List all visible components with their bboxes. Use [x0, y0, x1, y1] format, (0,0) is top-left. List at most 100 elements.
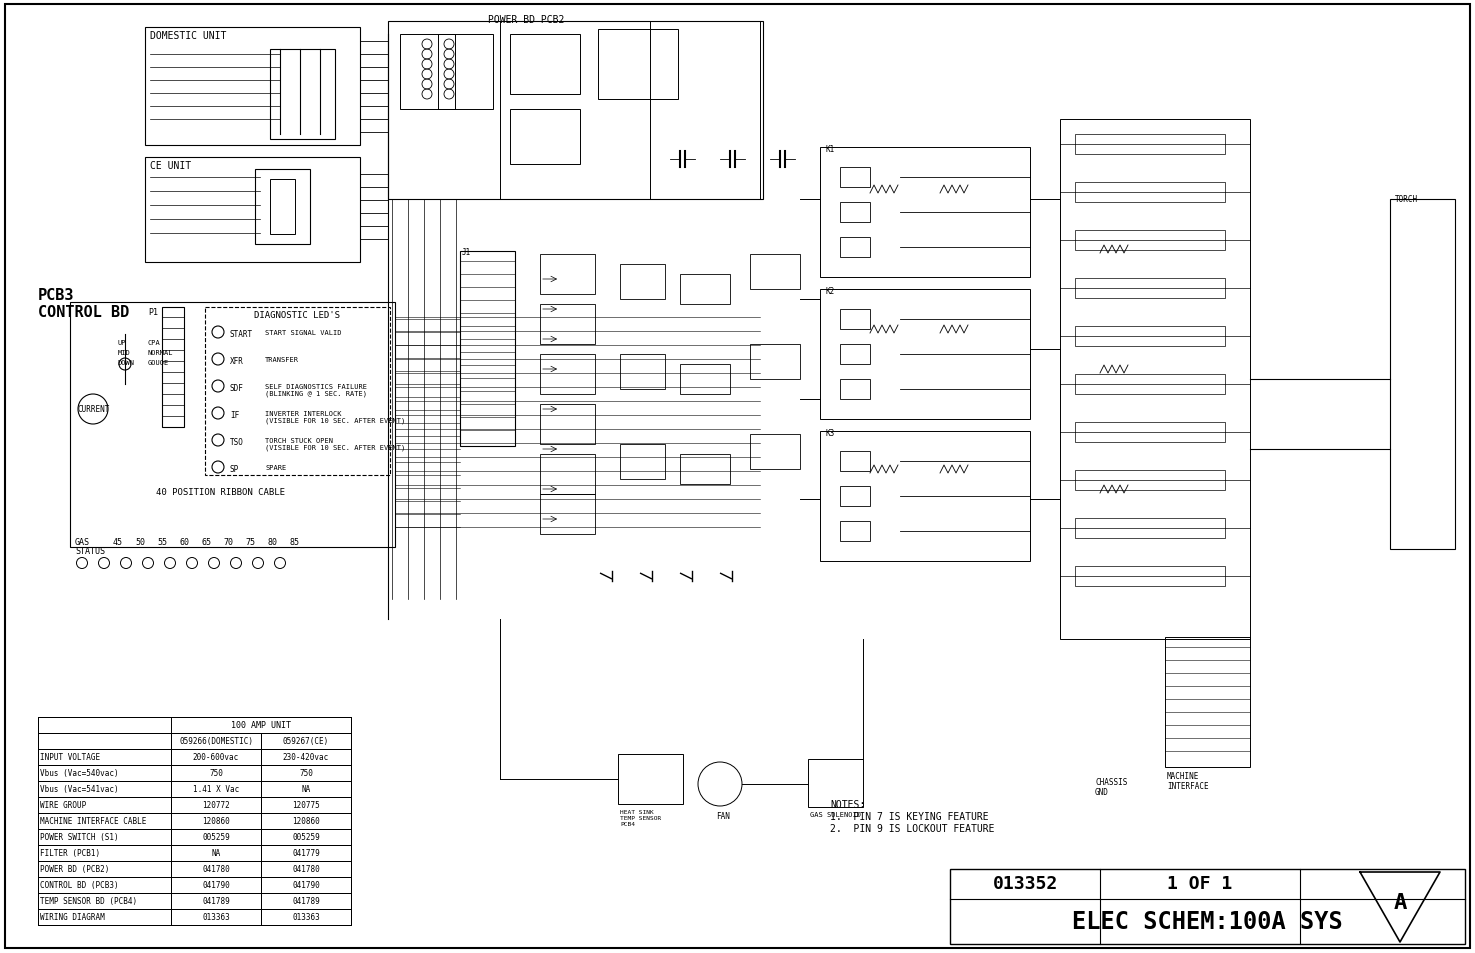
Text: INVERTER INTERLOCK
(VISIBLE FOR 10 SEC. AFTER EVENT): INVERTER INTERLOCK (VISIBLE FOR 10 SEC. … — [266, 411, 406, 424]
Bar — [270, 50, 335, 140]
Bar — [1075, 375, 1226, 395]
Text: 013363: 013363 — [202, 912, 230, 921]
Bar — [261, 781, 351, 797]
Text: TSO: TSO — [230, 437, 243, 447]
Bar — [597, 30, 678, 100]
Text: POWER BD (PCB2): POWER BD (PCB2) — [40, 864, 109, 873]
Text: 75: 75 — [245, 537, 255, 546]
Bar — [820, 432, 1030, 561]
Text: 041790: 041790 — [202, 880, 230, 889]
Bar — [1075, 471, 1226, 491]
Bar — [171, 749, 261, 765]
Bar — [1165, 638, 1249, 767]
Text: 041780: 041780 — [202, 864, 230, 873]
Bar — [270, 180, 295, 234]
Bar — [171, 829, 261, 845]
Bar — [261, 797, 351, 813]
Text: 750: 750 — [299, 768, 313, 778]
Bar — [839, 168, 870, 188]
Bar — [808, 760, 863, 807]
Bar — [205, 308, 389, 476]
Bar — [1061, 120, 1249, 639]
Text: MID: MID — [118, 350, 131, 355]
Bar — [171, 797, 261, 813]
Bar — [1075, 183, 1226, 203]
Text: CURRENT: CURRENT — [78, 405, 111, 414]
Bar — [171, 781, 261, 797]
Bar — [38, 813, 171, 829]
Text: START SIGNAL VALID: START SIGNAL VALID — [266, 330, 342, 335]
Bar — [1075, 566, 1226, 586]
Text: INPUT VOLTAGE: INPUT VOLTAGE — [40, 752, 100, 761]
Bar — [261, 765, 351, 781]
Bar — [38, 893, 171, 909]
Text: POWER SWITCH (S1): POWER SWITCH (S1) — [40, 832, 118, 841]
Bar — [540, 495, 594, 535]
Bar — [38, 845, 171, 862]
Bar — [261, 749, 351, 765]
Bar — [171, 718, 351, 733]
Bar — [38, 797, 171, 813]
Bar — [261, 877, 351, 893]
Bar — [540, 455, 594, 495]
Bar — [171, 877, 261, 893]
Text: NA: NA — [211, 848, 221, 857]
Text: MACHINE INTERFACE CABLE: MACHINE INTERFACE CABLE — [40, 816, 146, 825]
Bar — [38, 829, 171, 845]
Text: 80: 80 — [267, 537, 277, 546]
Bar — [820, 148, 1030, 277]
Bar — [261, 829, 351, 845]
Bar — [540, 305, 594, 345]
Bar — [38, 765, 171, 781]
Polygon shape — [600, 574, 612, 579]
Bar — [680, 365, 730, 395]
Text: 120772: 120772 — [202, 801, 230, 809]
Text: 1.41 X Vac: 1.41 X Vac — [193, 784, 239, 793]
Text: 041780: 041780 — [292, 864, 320, 873]
Bar — [950, 869, 1465, 944]
Bar — [1075, 278, 1226, 298]
Text: TRANSFER: TRANSFER — [266, 356, 299, 363]
Bar — [171, 813, 261, 829]
Bar — [171, 909, 261, 925]
Bar — [749, 254, 799, 290]
Bar — [620, 444, 665, 479]
Text: DOMESTIC UNIT: DOMESTIC UNIT — [150, 30, 226, 41]
Bar — [839, 379, 870, 399]
Bar — [38, 718, 351, 733]
Text: DOWN: DOWN — [118, 359, 136, 366]
Bar — [618, 754, 683, 804]
Text: J1: J1 — [462, 248, 471, 256]
Text: NOTES:: NOTES: — [830, 800, 866, 809]
Text: 65: 65 — [201, 537, 211, 546]
Bar — [540, 355, 594, 395]
Text: Vbus (Vac=541vac): Vbus (Vac=541vac) — [40, 784, 118, 793]
Text: 200-600vac: 200-600vac — [193, 752, 239, 761]
Text: FAN: FAN — [715, 811, 730, 821]
Text: P1: P1 — [148, 308, 158, 316]
Text: 230-420vac: 230-420vac — [283, 752, 329, 761]
Text: SP: SP — [230, 464, 239, 474]
Text: 70: 70 — [223, 537, 233, 546]
Text: 750: 750 — [209, 768, 223, 778]
Text: CE UNIT: CE UNIT — [150, 161, 192, 171]
Bar — [749, 345, 799, 379]
Text: SELF DIAGNOSTICS FAILURE
(BLINKING @ 1 SEC. RATE): SELF DIAGNOSTICS FAILURE (BLINKING @ 1 S… — [266, 384, 367, 397]
Bar — [839, 345, 870, 365]
Bar — [171, 845, 261, 862]
Bar — [510, 35, 580, 95]
Bar — [1075, 135, 1226, 154]
Bar — [171, 733, 261, 749]
Text: GAS SOLENOID: GAS SOLENOID — [810, 811, 861, 817]
Text: SPARE: SPARE — [266, 464, 286, 471]
Bar — [261, 862, 351, 877]
Text: 059266(DOMESTIC): 059266(DOMESTIC) — [178, 737, 254, 745]
Bar — [1389, 200, 1454, 550]
Text: 60: 60 — [178, 537, 189, 546]
Text: 013352: 013352 — [993, 874, 1058, 892]
Bar — [261, 813, 351, 829]
Polygon shape — [720, 574, 732, 579]
Text: 059267(CE): 059267(CE) — [283, 737, 329, 745]
Bar — [438, 35, 493, 110]
Text: PCB3
CONTROL BD: PCB3 CONTROL BD — [38, 288, 130, 320]
